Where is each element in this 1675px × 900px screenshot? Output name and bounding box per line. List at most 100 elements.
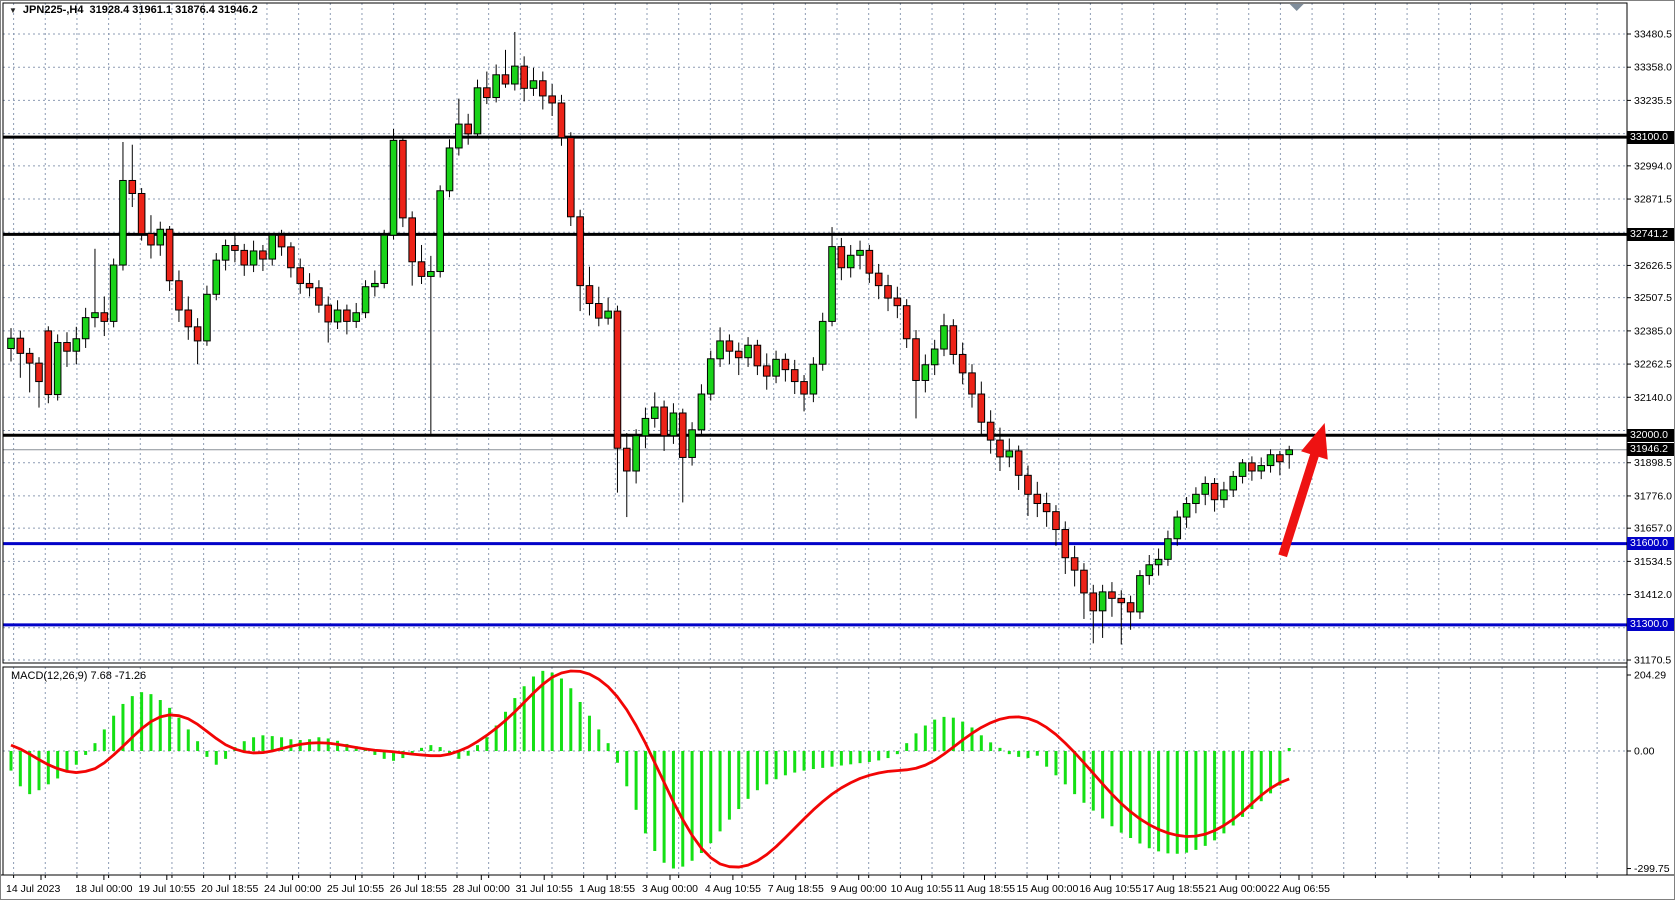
bull-candle	[818, 320, 827, 365]
symbol-dropdown-icon[interactable]: ▼	[9, 5, 17, 15]
bull-candle	[828, 246, 836, 322]
time-axis-label: 25 Jul 10:55	[327, 883, 384, 895]
bear-candle	[63, 342, 71, 352]
bull-candle	[53, 342, 62, 396]
bear-candle	[902, 305, 911, 340]
bull-candle	[632, 435, 640, 472]
bull-candle	[940, 325, 948, 350]
bear-candle	[408, 217, 416, 263]
time-axis-label: 28 Jul 00:00	[453, 883, 510, 895]
bull-candle	[1098, 591, 1107, 612]
time-axis-label: 3 Aug 00:00	[642, 883, 698, 895]
bear-candle	[324, 304, 333, 323]
bear-candle	[1080, 569, 1088, 594]
price-badge-33100: 33100.0	[1627, 130, 1674, 144]
macd-axis-label: -299.75	[1634, 863, 1670, 875]
arrow-shaft	[1278, 448, 1321, 558]
price-axis-label: 31657.0	[1634, 523, 1672, 535]
bear-candle	[315, 287, 323, 306]
bear-candle	[128, 179, 137, 194]
time-axis-label: 20 Jul 18:55	[201, 883, 258, 895]
chart-title-bar: ▼ JPN225-,H4 31928.4 31961.1 31876.4 319…	[9, 4, 258, 16]
time-axis-label: 14 Jul 2023	[6, 883, 60, 895]
bull-candle	[492, 74, 500, 99]
macd-signal-line	[10, 669, 1290, 869]
bear-candle	[884, 285, 892, 299]
bear-candle	[613, 310, 622, 449]
bear-candle	[958, 353, 967, 374]
bear-candle	[287, 246, 295, 269]
arrow-head	[1301, 423, 1328, 460]
bear-candle	[16, 337, 25, 354]
bear-candle	[1248, 462, 1256, 472]
bull-candle	[604, 310, 612, 319]
bull-candle	[688, 429, 696, 458]
panel-borders	[1, 2, 1674, 876]
chart-symbol-label: JPN225-,H4	[22, 4, 84, 16]
macd-axis-label: 0.00	[1634, 746, 1655, 758]
bear-candle	[1089, 592, 1098, 612]
bear-candle	[44, 330, 53, 396]
bull-candle	[744, 344, 752, 359]
bull-candle	[930, 348, 939, 366]
bear-candle	[865, 249, 874, 274]
trend-arrow[interactable]	[1278, 423, 1328, 558]
bull-candle	[1201, 482, 1210, 495]
price-badge-31300: 31300.0	[1627, 618, 1674, 632]
bull-candle	[436, 190, 444, 273]
bear-candle	[343, 309, 351, 322]
price-level-lines[interactable]	[3, 135, 1627, 627]
bear-candle	[790, 369, 799, 383]
bear-candle	[977, 393, 986, 423]
time-axis-label: 24 Jul 00:00	[264, 883, 321, 895]
bear-candle	[1070, 557, 1079, 571]
bear-candle	[1117, 597, 1126, 604]
macd-axis[interactable]: 204.29 0.00 -299.75	[1627, 670, 1670, 876]
bull-candle	[669, 412, 678, 437]
bear-candle	[557, 102, 566, 139]
price-badge-32000: 32000.0	[1627, 428, 1674, 442]
bear-candle	[1042, 503, 1051, 513]
bear-candle	[678, 412, 687, 458]
candles-layer	[7, 31, 1294, 645]
time-axis-label: 19 Jul 10:55	[138, 883, 195, 895]
bull-candle	[1145, 564, 1154, 577]
bull-candle	[1266, 454, 1275, 467]
bear-candle	[622, 447, 631, 472]
bear-candle	[837, 246, 846, 269]
bear-candle	[893, 297, 902, 307]
bear-candle	[781, 358, 790, 371]
current-price-badge: 31946.2	[1627, 443, 1674, 457]
bull-candle	[1229, 475, 1238, 491]
bear-candle	[1014, 450, 1023, 476]
bear-candle	[296, 267, 305, 284]
bull-candle	[1182, 503, 1191, 518]
bear-candle	[184, 309, 193, 328]
bear-candle	[1108, 591, 1116, 599]
bull-candle	[156, 228, 165, 246]
bull-candle	[1192, 493, 1200, 505]
time-axis-label: 11 Aug 18:55	[954, 883, 1015, 895]
bear-candle	[193, 326, 202, 342]
bear-candle	[800, 381, 808, 395]
price-axis-label: 32385.0	[1634, 325, 1672, 337]
price-axis-label: 32262.5	[1634, 359, 1672, 371]
shift-marker	[1289, 4, 1304, 11]
bear-candle	[137, 192, 146, 235]
bull-candle	[7, 337, 15, 349]
time-axis-label: 1 Aug 18:55	[579, 883, 635, 895]
grid-layer	[3, 3, 1627, 875]
bull-candle	[1238, 462, 1247, 477]
time-axis-label: 16 Aug 10:55	[1079, 883, 1141, 895]
bear-candle	[100, 312, 109, 322]
price-axis[interactable]: 33480.5 33358.0 33235.5 32994.0 32871.5 32626…	[1627, 29, 1672, 667]
bull-candle	[249, 250, 258, 266]
bull-candle	[72, 338, 81, 352]
bear-candle	[762, 365, 771, 377]
time-axis-label: 4 Aug 10:55	[705, 883, 761, 895]
time-axis[interactable]: 14 Jul 2023 18 Jul 00:00 19 Jul 10:55 20 Ju…	[6, 875, 1598, 895]
price-axis-label: 31170.5	[1634, 655, 1671, 667]
bull-candle	[109, 264, 118, 322]
bear-candle	[305, 282, 314, 289]
